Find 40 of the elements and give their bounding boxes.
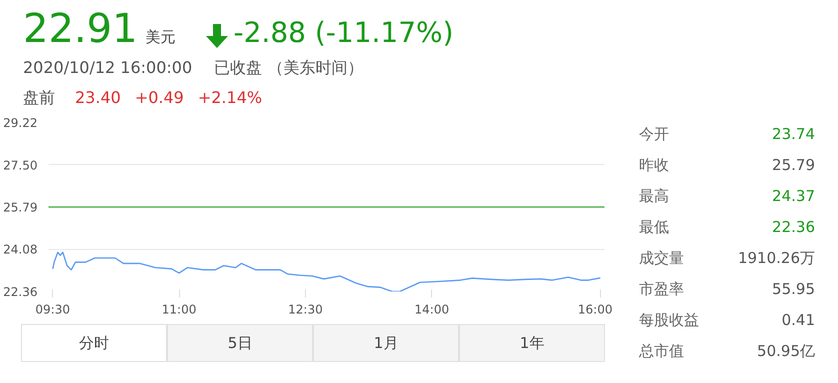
text: 5日 [167, 324, 313, 362]
text: 1910.26万 [738, 248, 815, 269]
y-tick-label: 22.36 [3, 285, 38, 299]
text: +2.14% [198, 88, 262, 107]
text: +0.49 [134, 88, 184, 107]
x-tick-label: 11:00 [162, 302, 196, 316]
text: 分时 [21, 324, 167, 362]
text: 最高 [639, 186, 669, 207]
text: 每股收益 [639, 310, 699, 331]
x-tick-label: 16:00 [578, 302, 613, 316]
text: 2020/10/12 16:00:00 [23, 58, 192, 77]
text: 24.37 [772, 186, 815, 207]
y-tick-label: 24.08 [3, 242, 38, 257]
y-tick-label: 27.50 [3, 158, 38, 172]
text: 今开 [639, 124, 669, 145]
x-tick-label: 09:30 [35, 302, 70, 316]
text: 盘前 [23, 88, 55, 107]
text: 55.95 [772, 278, 815, 300]
text: 总市值 [639, 340, 684, 362]
x-tick-label: 12:30 [288, 302, 323, 316]
text: 昨收 [639, 154, 669, 176]
y-tick-label: 29.22 [3, 116, 38, 130]
text: 25.79 [772, 154, 815, 176]
x-tick-label: 14:00 [414, 302, 450, 316]
y-tick-label: 25.79 [3, 200, 38, 214]
text: 1年 [459, 324, 605, 362]
line-series [52, 252, 601, 292]
text: 23.74 [772, 124, 815, 145]
text: 最低 [639, 216, 669, 238]
text: 23.40 [75, 88, 121, 107]
text: 22.36 [772, 216, 815, 238]
text: 50.95亿 [757, 340, 815, 362]
text: 0.41 [782, 310, 815, 331]
text: 1月 [313, 324, 459, 362]
text: 成交量 [639, 248, 684, 269]
text: 已收盘 （美东时间） [214, 58, 364, 77]
text: 美元 [146, 28, 176, 46]
text: 22.91 [23, 6, 138, 52]
text: -2.88 (-11.17%) [234, 16, 454, 49]
text: 市盈率 [639, 278, 684, 300]
